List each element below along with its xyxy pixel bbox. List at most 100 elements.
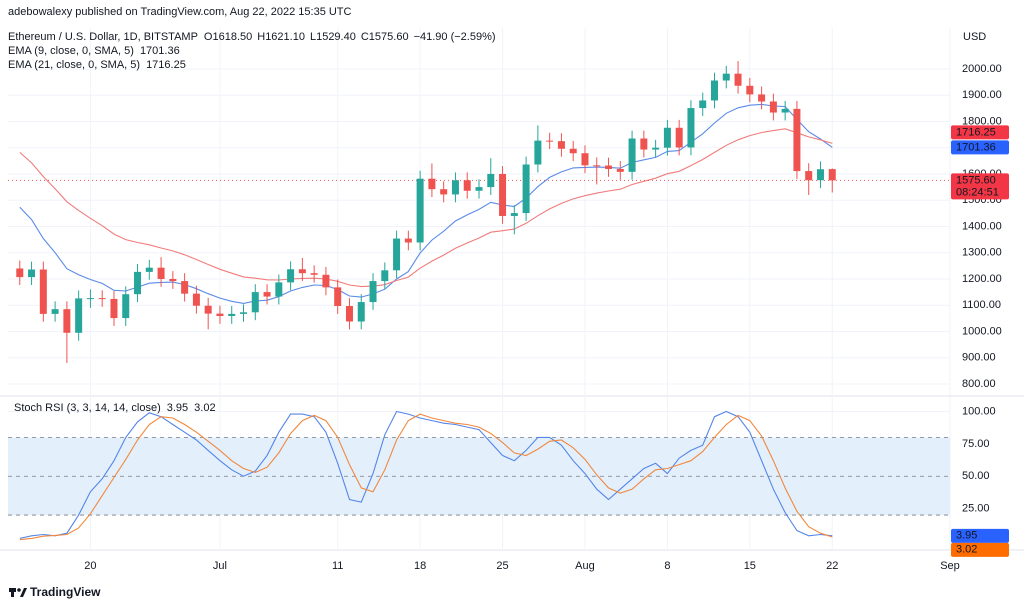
candle-body [51, 309, 59, 314]
brand-logo [9, 588, 27, 597]
candle-body [334, 287, 342, 307]
candle-body [546, 140, 554, 142]
candle-body [487, 173, 495, 188]
legend-text: 1716.25 [146, 59, 186, 71]
price-tag-bg [951, 173, 1009, 200]
byline: adebowalexy published on TradingView.com… [8, 6, 352, 18]
candle-body [569, 148, 577, 154]
candle-body [557, 141, 565, 149]
candle-body [216, 313, 224, 316]
legend-text: L [310, 31, 316, 43]
y-tick-label: 1100.00 [962, 299, 1001, 311]
candle-body [816, 169, 824, 181]
y-tick-label: 1900.00 [962, 89, 1002, 101]
ema-tag-bg [951, 140, 1009, 155]
legend-text: EMA (9, close, 0, SMA, 5) [8, 45, 134, 57]
legend-text: 1618.50 [212, 31, 252, 43]
legend-text: Ethereum / U.S. Dollar, 1D, BITSTAMP [8, 31, 198, 43]
candle-body [345, 306, 353, 322]
ema-line [19, 103, 833, 304]
legend-text: C [361, 31, 369, 43]
ema-line [19, 128, 833, 288]
stoch-tag-bg [951, 542, 1009, 557]
y-tick-label: 1200.00 [962, 273, 1002, 285]
ema-tag: 1701.36 [956, 141, 996, 153]
x-tick-label: 25 [496, 560, 508, 572]
candle-body [663, 127, 671, 148]
stoch-tag: 3.95 [956, 530, 977, 542]
candle-body [758, 94, 766, 102]
candle-body [722, 73, 730, 81]
candle-body [628, 138, 636, 172]
y-tick-label: 1300.00 [962, 247, 1002, 259]
candle-body [475, 187, 483, 191]
candle-body [228, 313, 236, 316]
brand-name: TradingView [30, 585, 101, 599]
candle-body [510, 213, 518, 216]
candle-body [204, 305, 212, 314]
candle-body [157, 267, 165, 279]
candle-body [369, 281, 377, 303]
candle-body [381, 270, 389, 282]
candle-body [287, 269, 295, 283]
legend-text: 1575.60 [369, 31, 409, 43]
legend-text: H [257, 31, 265, 43]
y-tick-label: 100.00 [962, 405, 996, 417]
x-tick-label: 20 [84, 560, 96, 572]
candle-body [593, 165, 601, 167]
candle-body [734, 73, 742, 86]
candle-body [134, 271, 142, 295]
x-tick-label: 11 [332, 560, 343, 572]
ema-tag-bg [951, 125, 1009, 140]
y-tick-label: 25.00 [962, 502, 990, 514]
candle-body [805, 171, 813, 181]
candle-body [605, 165, 613, 169]
legend-text: 3.02 [194, 402, 215, 414]
candle-body [122, 294, 130, 319]
candle-body [499, 173, 507, 216]
candle-body [110, 298, 118, 319]
y-tick-label: 50.00 [962, 470, 990, 482]
candle-body [75, 298, 83, 333]
candle-body [322, 274, 330, 288]
candle-body [310, 273, 318, 275]
candle-body [581, 153, 589, 166]
legend-text: 1621.10 [265, 31, 305, 43]
legend-text: −41.90 (−2.59%) [414, 31, 496, 43]
candle-body [298, 269, 306, 274]
candle-body [451, 180, 459, 195]
candle-body [793, 108, 801, 172]
y-tick-label: 75.00 [962, 438, 990, 450]
stoch-tag-bg [951, 528, 1009, 543]
candle-body [63, 309, 71, 333]
y-tick-label: 1800.00 [962, 115, 1002, 127]
candle-body [463, 180, 471, 191]
y-tick-label: 1400.00 [962, 220, 1002, 232]
candle-body [746, 85, 754, 95]
candle-body [16, 268, 24, 278]
legend-text: 1701.36 [140, 45, 180, 57]
candle-body [699, 100, 707, 109]
candle-body [39, 269, 47, 314]
y-tick-label: 2000.00 [962, 63, 1002, 75]
candle-body [357, 302, 365, 322]
candle-body [828, 169, 836, 181]
candle-body [393, 238, 401, 271]
legend-text: 1529.40 [316, 31, 356, 43]
legend-text: EMA (21, close, 0, SMA, 5) [8, 59, 140, 71]
currency-label: USD [963, 31, 986, 43]
x-tick-label: 8 [664, 560, 670, 572]
logo-part [17, 588, 21, 592]
candle-body [640, 138, 648, 150]
candle-body [240, 312, 247, 314]
candle-body [616, 168, 624, 172]
candle-body [86, 298, 94, 300]
candle-body [652, 147, 660, 150]
candle-body [769, 101, 777, 113]
price-tag: 1575.60 [956, 174, 996, 186]
candle-body [428, 178, 436, 190]
candle-body [534, 140, 542, 165]
x-tick-label: Jul [213, 560, 227, 572]
stoch-line [19, 413, 833, 541]
